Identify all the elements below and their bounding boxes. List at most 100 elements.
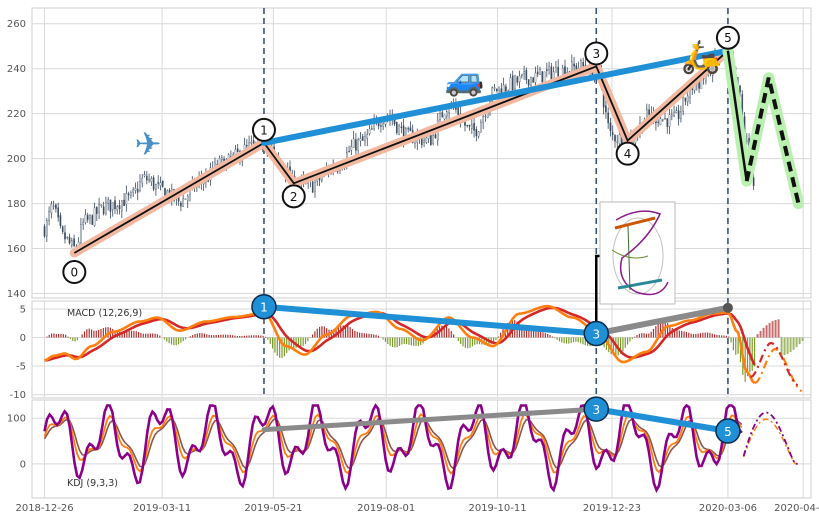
candle-body: [246, 145, 248, 147]
candle-body: [116, 206, 119, 211]
candle-body: [361, 136, 364, 141]
candle-body: [130, 192, 132, 196]
price-trendline: [260, 47, 731, 146]
candle-body: [352, 138, 355, 148]
candle-body: [466, 124, 469, 127]
candle-body: [311, 181, 314, 193]
candle-body: [541, 71, 544, 83]
macd-marker-3: [583, 320, 610, 347]
candle-body: [155, 184, 157, 190]
wave-marker-label: 5: [724, 31, 732, 45]
candle-body: [548, 65, 550, 70]
candle-body: [109, 199, 112, 212]
signal-forecast-line: [750, 341, 799, 387]
candle-body: [525, 70, 528, 80]
kdj-forecast-k: [742, 418, 798, 465]
car-icon: 🚙: [445, 60, 485, 98]
candle-body: [121, 200, 123, 212]
candle-body: [659, 118, 662, 125]
candle-body: [668, 114, 671, 127]
candle-body: [350, 146, 353, 151]
candle-body: [221, 157, 223, 161]
candle-body: [684, 97, 687, 102]
candle-body: [607, 112, 609, 124]
forecast-solid: [726, 50, 748, 182]
candle-body: [546, 69, 548, 72]
candle-body: [396, 122, 398, 134]
candle-body: [407, 128, 409, 130]
candle-body: [605, 105, 607, 113]
candle-body: [671, 114, 673, 117]
candle-body: [61, 226, 64, 232]
x-tick-label: 2019-03-11: [133, 503, 191, 514]
candle-body: [680, 111, 682, 119]
kdj-y-tick-label: 100: [7, 414, 26, 425]
candle-body: [752, 177, 755, 186]
candle-body: [55, 204, 57, 209]
x-tick-label: 2020-04-23: [774, 503, 819, 514]
candle-body: [64, 232, 66, 240]
kdj-gray-connector: [261, 406, 599, 433]
candle-body: [59, 215, 62, 226]
candle-body: [677, 110, 680, 120]
price-y-tick-label: 260: [7, 19, 26, 30]
candle-body: [530, 77, 532, 87]
candle-body: [432, 135, 434, 144]
candle-body: [139, 181, 141, 191]
candle-body: [136, 188, 139, 193]
kdj-marker-5: [715, 418, 741, 444]
candle-body: [493, 87, 496, 89]
candle-body: [550, 66, 553, 80]
candle-body: [661, 119, 664, 121]
candle-body: [91, 215, 94, 225]
kdj-j-line: [43, 403, 743, 494]
candle-body: [616, 141, 619, 143]
candle-body: [441, 112, 444, 118]
candle-body: [480, 122, 482, 133]
candle-body: [539, 69, 541, 75]
macd-line: [44, 304, 756, 385]
candle-body: [252, 140, 255, 144]
candle-body: [102, 206, 105, 214]
candle-body: [439, 113, 441, 120]
macd-gray-connector: [593, 304, 731, 337]
candle-body: [371, 128, 373, 130]
axis-tick-labels: 2018-12-26 2019-03-11 2019-05-21 2019-08-01…: [7, 19, 819, 514]
kdj-plot: 35: [43, 396, 798, 494]
candle-body: [180, 202, 182, 207]
candle-body: [673, 112, 675, 117]
candle-body: [534, 72, 537, 83]
price-y-tick-label: 180: [7, 199, 26, 210]
candle-body: [611, 132, 614, 135]
candle-body: [552, 71, 555, 79]
macd-marker-label: 1: [260, 301, 268, 315]
candle-body: [430, 135, 432, 146]
x-tick-label: 2019-10-11: [468, 503, 526, 514]
candle-body: [57, 207, 59, 218]
kdj-panel-label: KDJ (9,3,3): [67, 478, 118, 489]
candle-body: [236, 148, 239, 152]
candle-body: [368, 128, 371, 134]
candle-body: [80, 224, 82, 243]
candle-body: [657, 121, 659, 123]
price-y-tick-label: 220: [7, 109, 26, 120]
macd-y-tick-label: -10: [10, 390, 26, 401]
candle-body: [43, 226, 46, 237]
candle-body: [68, 236, 71, 244]
price-y-tick-label: 140: [7, 289, 26, 300]
forecast-dashed: [744, 77, 801, 205]
candle-body: [73, 238, 75, 247]
candle-body: [123, 199, 125, 207]
candle-body: [50, 203, 53, 214]
price-y-tick-label: 240: [7, 64, 26, 75]
candle-body: [505, 86, 507, 92]
candle-body: [516, 76, 519, 83]
candle-body: [425, 137, 428, 143]
candle-body: [161, 180, 164, 187]
candle-body: [518, 75, 521, 83]
candle-body: [393, 119, 396, 125]
candle-body: [398, 125, 400, 135]
candle-body: [355, 139, 357, 151]
macd-y-tick-label: -5: [16, 362, 26, 373]
candle-body: [100, 204, 103, 206]
